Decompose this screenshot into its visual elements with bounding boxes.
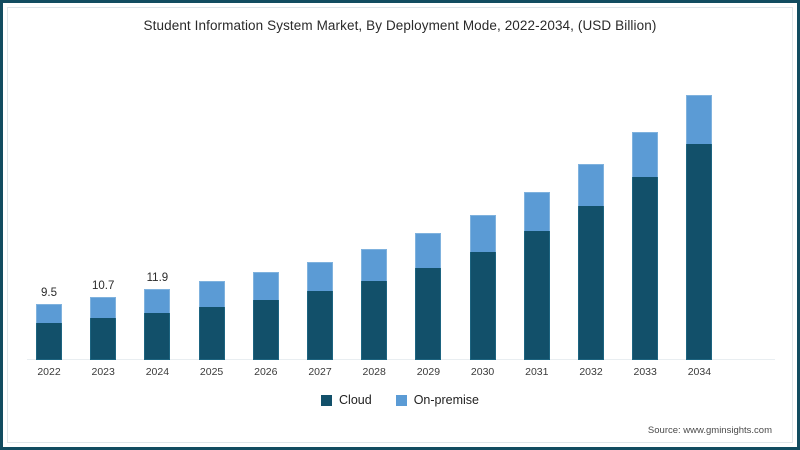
bar-group[interactable]: [198, 281, 225, 360]
bar-segment-onpremise[interactable]: [36, 303, 62, 323]
x-tick-2030: 2030: [470, 366, 495, 378]
bar-segment-cloud[interactable]: [632, 177, 659, 360]
bar-segment-cloud[interactable]: [415, 267, 442, 360]
bar-segment-cloud[interactable]: [144, 312, 171, 360]
bar-segment-onpremise[interactable]: [144, 289, 171, 313]
bar-segment-onpremise[interactable]: [523, 191, 550, 232]
bar-segment-onpremise[interactable]: [632, 131, 659, 178]
bar-segment-cloud[interactable]: [578, 206, 604, 360]
bar-group[interactable]: 11.9: [144, 272, 171, 360]
legend-swatch-onpremise: [395, 394, 407, 406]
x-tick-2027: 2027: [308, 366, 332, 378]
x-axis-tick-labels: 2022 2023 2024 2025 2026 2027 2028 2029 2030 2031…: [22, 366, 778, 386]
bar-segment-cloud[interactable]: [198, 306, 225, 360]
x-tick-2028: 2028: [362, 366, 386, 378]
bar-group[interactable]: [307, 261, 333, 360]
bar-group[interactable]: [361, 248, 388, 360]
bar-segment-cloud[interactable]: [36, 322, 62, 360]
bar-segment-onpremise[interactable]: [90, 296, 117, 318]
x-tick-2022: 2022: [37, 366, 61, 378]
chart-legend: Cloud On-premise: [0, 393, 800, 407]
x-tick-2031: 2031: [525, 366, 549, 378]
bar-segment-onpremise[interactable]: [361, 248, 388, 281]
bar-group[interactable]: 9.5: [36, 287, 62, 360]
bar-segment-onpremise[interactable]: [307, 261, 333, 292]
bar-group[interactable]: [252, 272, 279, 360]
bar-segment-cloud[interactable]: [252, 299, 279, 360]
x-axis-baseline: [27, 359, 775, 360]
bar-group[interactable]: 10.7: [90, 280, 117, 360]
legend-item-cloud[interactable]: Cloud: [321, 393, 372, 407]
bar-segment-cloud[interactable]: [686, 143, 713, 360]
bar-segment-cloud[interactable]: [307, 291, 333, 360]
legend-label-cloud: Cloud: [339, 393, 372, 407]
bar-segment-onpremise[interactable]: [252, 272, 279, 300]
bar-segment-cloud[interactable]: [90, 317, 117, 360]
page-title: Student Information System Market, By De…: [143, 18, 657, 33]
bar-segment-cloud[interactable]: [469, 251, 496, 360]
x-tick-2025: 2025: [199, 366, 224, 378]
bar-segment-onpremise[interactable]: [415, 233, 442, 268]
bar-group[interactable]: [469, 214, 496, 360]
bar-value-label: 9.5: [41, 286, 57, 299]
bar-segment-cloud[interactable]: [361, 280, 388, 360]
bar-segment-cloud[interactable]: [523, 231, 550, 360]
x-tick-2034: 2034: [687, 366, 712, 378]
x-tick-2026: 2026: [254, 366, 278, 378]
bar-value-label: 11.9: [146, 272, 169, 285]
bar-group[interactable]: [686, 95, 713, 360]
legend-item-onpremise[interactable]: On-premise: [395, 393, 479, 407]
x-tick-2023: 2023: [91, 366, 115, 378]
bar-group[interactable]: [578, 163, 604, 360]
legend-swatch-cloud: [321, 394, 333, 406]
bar-value-label: 10.7: [91, 279, 115, 292]
x-tick-2032: 2032: [579, 366, 603, 378]
bar-segment-onpremise[interactable]: [578, 163, 604, 207]
bar-group[interactable]: [523, 191, 550, 360]
x-tick-2029: 2029: [416, 366, 441, 378]
bar-group[interactable]: [632, 131, 659, 360]
x-tick-2024: 2024: [145, 366, 170, 378]
legend-label-onpremise: On-premise: [413, 393, 479, 407]
bar-group[interactable]: [415, 233, 442, 360]
bar-segment-onpremise[interactable]: [198, 281, 225, 307]
x-tick-2033: 2033: [633, 366, 657, 378]
source-attribution: Source: www.gminsights.com: [647, 425, 772, 436]
plot-area: 9.5 10.7 11.9: [22, 60, 778, 360]
bar-segment-onpremise[interactable]: [469, 214, 496, 252]
bar-segment-onpremise[interactable]: [686, 95, 713, 144]
